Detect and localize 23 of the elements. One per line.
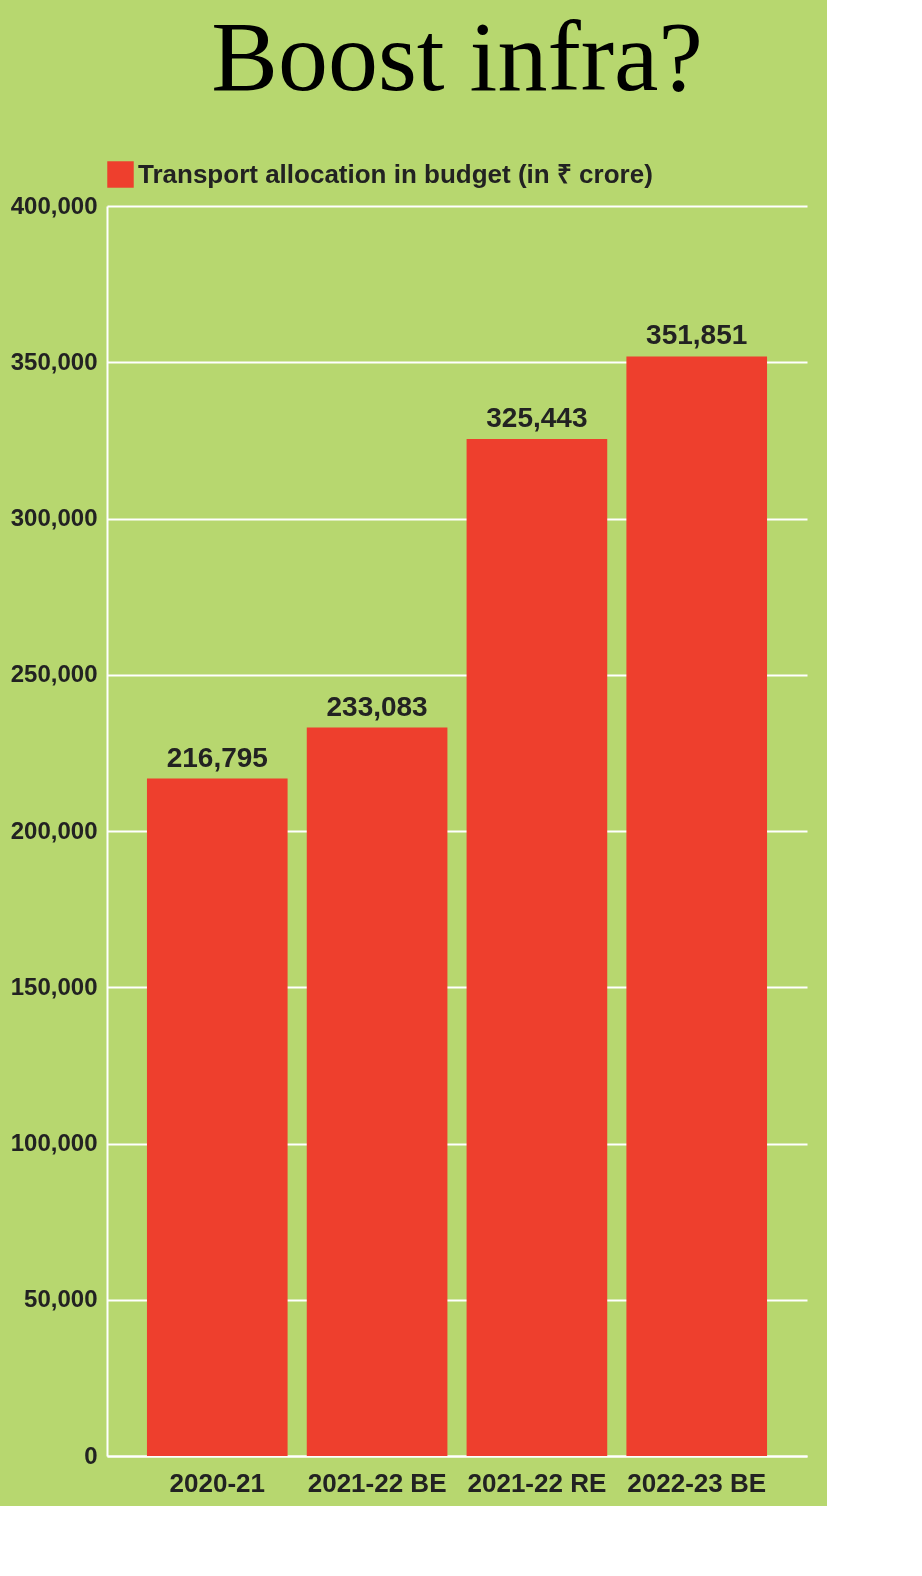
y-tick-label: 300,000	[10, 504, 98, 531]
y-tick-label: 50,000	[24, 1285, 98, 1313]
bar	[626, 356, 768, 1456]
data-label: 216,795	[166, 741, 268, 773]
x-tick-label: 2021-22 RE	[467, 1467, 607, 1498]
y-tick-label: 400,000	[10, 191, 98, 219]
y-tick-label: 350,000	[10, 347, 98, 375]
y-tick-label: 100,000	[10, 1129, 98, 1156]
y-tick-label: 0	[84, 1441, 98, 1469]
y-tick-label: 150,000	[10, 972, 98, 1000]
x-tick-label: 2022-23 BE	[627, 1467, 767, 1498]
data-label: 351,851	[646, 319, 748, 351]
bar	[146, 778, 288, 1456]
chart-title: Boost infra?	[211, 1, 703, 112]
y-tick-label: 250,000	[10, 660, 98, 688]
data-label: 325,443	[486, 401, 588, 433]
bar	[306, 727, 448, 1456]
x-tick-label: 2021-22 BE	[307, 1467, 447, 1498]
y-tick-label: 200,000	[10, 816, 98, 844]
x-tick-label: 2020-21	[169, 1467, 265, 1498]
data-label: 233,083	[326, 690, 428, 722]
legend-label: Transport allocation in budget (in ₹ crore)	[138, 158, 653, 189]
bar	[466, 438, 608, 1456]
